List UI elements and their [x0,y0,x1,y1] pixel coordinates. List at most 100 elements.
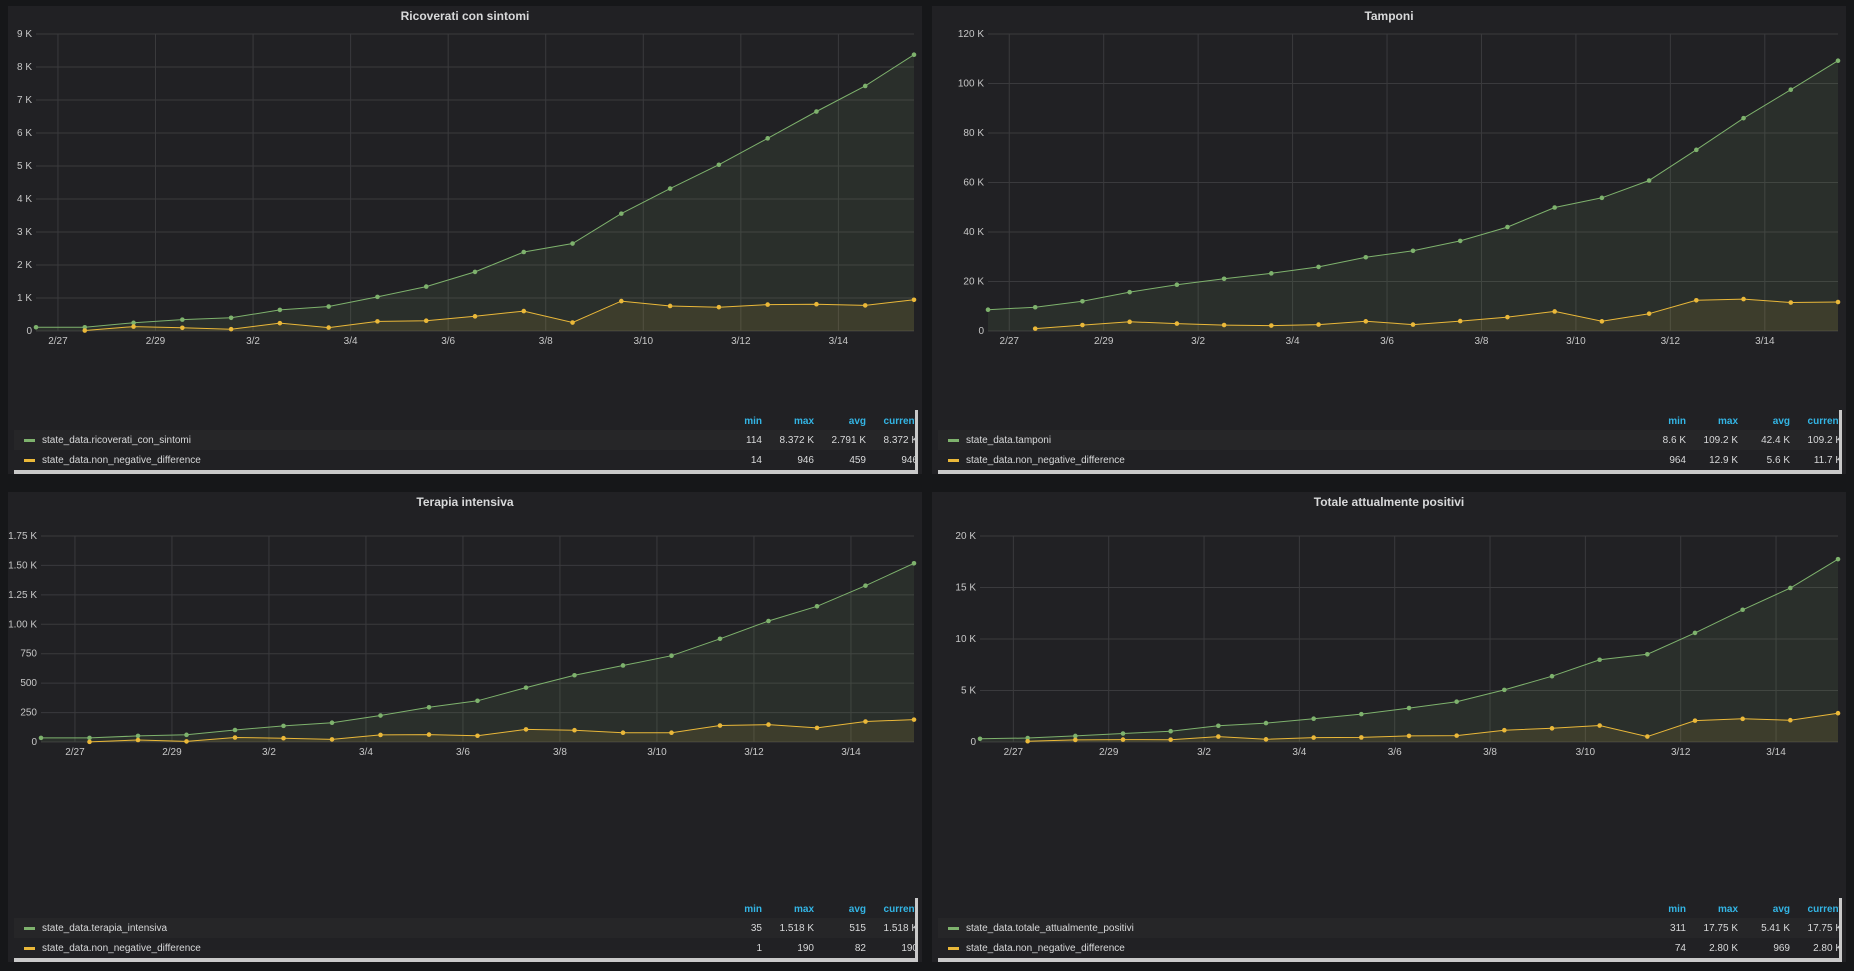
legend-scrollbar-vertical[interactable] [1839,898,1842,958]
legend-row[interactable]: state_data.non_negative_difference 1 190… [14,938,918,958]
data-point [717,723,723,728]
data-point [1740,716,1745,722]
legend-max: 17.75 K [1703,922,1738,934]
y-tick-label: 0 [978,326,984,337]
legend-series-name[interactable]: state_data.non_negative_difference [42,942,201,954]
legend-scrollbar[interactable] [14,958,918,962]
data-point [1073,737,1078,743]
data-point [814,301,819,307]
legend-header-max[interactable]: max [1717,904,1738,915]
data-point [1505,314,1510,320]
data-point [619,211,624,216]
legend-header-min[interactable]: min [1668,904,1686,915]
legend-header-max[interactable]: max [1717,416,1738,427]
legend-series-name[interactable]: state_data.non_negative_difference [42,454,201,466]
panel-title[interactable]: Totale attualmente positivi [1313,495,1465,509]
legend-series-name[interactable]: state_data.ricoverati_con_sintomi [42,434,191,446]
legend-series-name[interactable]: state_data.tamponi [966,434,1052,446]
data-point [475,698,480,704]
legend-avg: 5.6 K [1766,454,1790,466]
data-point [1552,309,1557,314]
data-point [277,320,283,326]
legend-series-name[interactable]: state_data.non_negative_difference [966,454,1125,466]
legend-scrollbar[interactable] [938,470,1842,474]
data-point [1080,322,1085,328]
data-point [281,735,286,741]
legend-header-avg[interactable]: avg [1772,416,1790,427]
data-point [423,284,429,289]
data-point [1221,322,1227,328]
legend-scrollbar-vertical[interactable] [915,410,918,470]
legend-header-current[interactable]: current [883,416,918,427]
data-point [472,269,478,275]
data-point [82,324,88,330]
data-point [232,735,238,740]
legend-header-avg[interactable]: avg [848,416,866,427]
legend-row[interactable]: state_data.totale_attualmente_positivi 3… [938,918,1842,938]
chart-legend: min max avg current state_data.ricoverat… [14,413,918,470]
x-tick-label: 3/8 [1475,336,1489,347]
x-tick-label: 2/27 [1004,747,1024,758]
legend-header-avg[interactable]: avg [1772,904,1790,915]
legend-header-current[interactable]: current [1807,904,1842,915]
panel-title[interactable]: Ricoverati con sintomi [400,9,530,23]
legend-row[interactable]: state_data.non_negative_difference 14 94… [14,450,918,470]
x-tick-label: 3/6 [456,747,470,758]
data-point [1263,720,1269,726]
data-point [985,307,991,313]
data-point [1269,271,1274,276]
legend-header-current[interactable]: current [1807,416,1842,427]
legend-series-name[interactable]: state_data.non_negative_difference [966,942,1125,954]
legend-header-min[interactable]: min [744,416,762,427]
y-tick-label: 0 [31,737,37,748]
data-point [1741,115,1746,121]
x-tick-label: 3/6 [441,336,455,347]
data-point [1311,735,1316,740]
x-tick-label: 3/4 [344,336,358,347]
panel-terapia-intensiva: Terapia intensiva 0 250 500 750 1.00 K 1.25 K… [8,492,922,962]
data-point [180,325,185,331]
legend-header-min[interactable]: min [744,904,762,915]
legend-row[interactable]: state_data.ricoverati_con_sintomi 114 8.… [14,430,918,450]
data-point [33,324,39,330]
x-tick-label: 3/8 [553,747,567,758]
legend-scrollbar[interactable] [938,958,1842,962]
series-line-1 [84,299,915,331]
legend-header-current[interactable]: current [883,904,918,915]
legend-series-name[interactable]: state_data.terapia_intensiva [42,922,168,934]
data-point [1410,322,1416,327]
panel-title[interactable]: Terapia intensiva [416,495,514,509]
data-point [1645,652,1650,657]
data-point [475,733,480,739]
legend-row[interactable]: state_data.terapia_intensiva 35 1.518 K … [14,918,918,938]
panel-title[interactable]: Tamponi [1364,9,1414,23]
x-tick-label: 3/6 [1380,336,1394,347]
legend-scrollbar-vertical[interactable] [1839,410,1842,470]
y-tick-label: 10 K [955,634,976,645]
data-point [814,109,819,114]
legend-row[interactable]: state_data.tamponi 8.6 K 109.2 K 42.4 K … [938,430,1842,450]
legend-header-max[interactable]: max [793,416,814,427]
data-point [1363,254,1369,260]
y-tick-label: 20 K [955,531,976,542]
legend-row[interactable]: state_data.non_negative_difference 74 2.… [938,938,1842,958]
legend-scrollbar[interactable] [14,470,918,474]
legend-min: 311 [1670,922,1686,934]
data-point [1363,319,1369,324]
legend-header-max[interactable]: max [793,904,814,915]
data-point [1552,205,1557,210]
data-point [1694,147,1699,153]
legend-current: 17.75 K [1807,922,1842,934]
legend-header-avg[interactable]: avg [848,904,866,915]
legend-row[interactable]: state_data.non_negative_difference 964 1… [938,450,1842,470]
legend-swatch [948,458,959,462]
x-tick-label: 2/27 [65,747,85,758]
data-point [1549,726,1555,731]
legend-max: 190 [797,942,814,954]
y-tick-label: 7 K [17,95,32,106]
legend-header-min[interactable]: min [1668,416,1686,427]
x-tick-label: 3/14 [829,336,849,347]
data-point [1599,195,1605,201]
legend-series-name[interactable]: state_data.totale_attualmente_positivi [966,922,1134,934]
legend-scrollbar-vertical[interactable] [915,898,918,958]
